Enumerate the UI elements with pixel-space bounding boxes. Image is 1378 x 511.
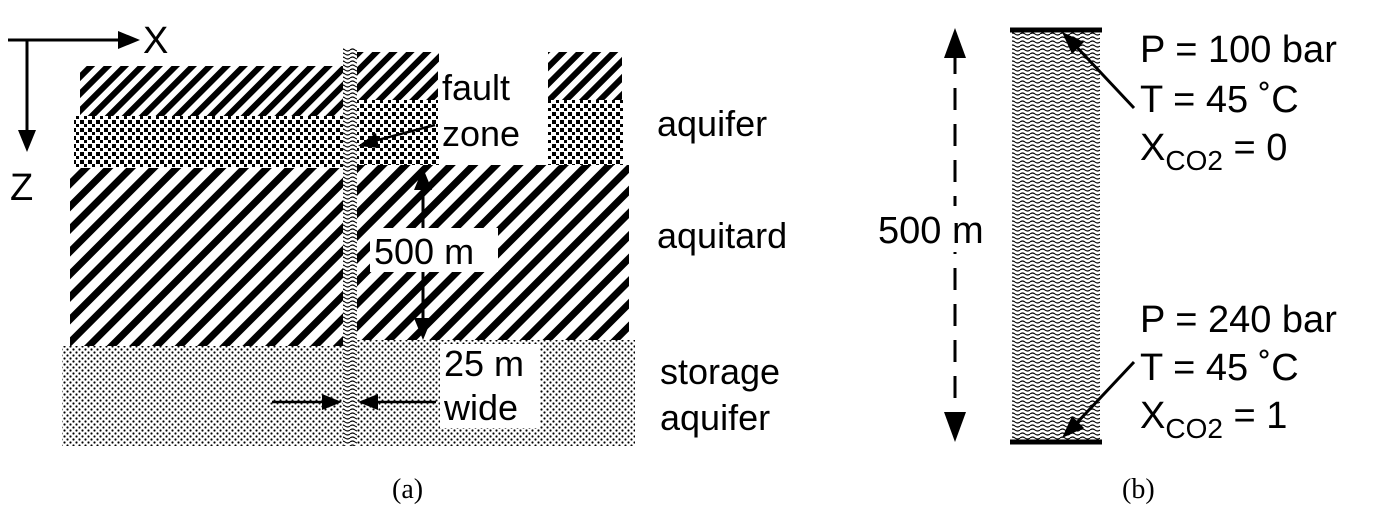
axis-z xyxy=(18,40,36,152)
axis-x-label: X xyxy=(143,20,168,62)
height-arrow-top xyxy=(414,168,432,190)
column-height-label-bg xyxy=(874,206,1008,252)
column-height-arrow-bottom xyxy=(944,412,966,442)
right-aquifer-layer-2 xyxy=(548,100,624,165)
width-label-bg xyxy=(440,344,540,428)
top-pressure: P = 100 bar xyxy=(1140,29,1337,71)
top-pointer-line xyxy=(1070,40,1136,110)
fault-label-line1: fault xyxy=(442,67,510,108)
layer-label-aquitard: aquitard xyxy=(657,215,787,256)
top-co2-fraction: XCO2 = 0 xyxy=(1140,127,1287,176)
column-height-arrow-top xyxy=(944,28,966,58)
column-height-label: 500 m xyxy=(878,210,984,252)
bottom-pointer-line xyxy=(1070,360,1136,430)
fault-pointer-arrow xyxy=(369,123,436,144)
height-label-bg xyxy=(370,228,498,272)
bottom-pointer-head xyxy=(1062,416,1084,438)
left-storage-layer xyxy=(62,346,343,446)
bottom-co2-fraction: XCO2 = 1 xyxy=(1140,395,1287,444)
panel-b: 500 m P = 100 bar T = 45 ˚C XCO2 = 0 P =… xyxy=(874,27,1337,505)
width-label-line2: wide xyxy=(443,387,518,428)
left-caprock-layer xyxy=(80,66,343,116)
layer-label-aquifer: aquifer xyxy=(657,103,767,144)
height-label: 500 m xyxy=(374,231,474,272)
right-aquifer-layer-1 xyxy=(357,100,439,165)
bottom-pressure: P = 240 bar xyxy=(1140,299,1337,341)
layer-label-storage-line2: aquifer xyxy=(660,397,770,438)
top-pointer-head xyxy=(1062,32,1084,54)
axis-z-label: Z xyxy=(10,167,33,209)
width-arrow-right-head xyxy=(358,394,378,410)
fault-label-line2: zone xyxy=(442,113,520,154)
left-aquitard-layer xyxy=(70,168,343,346)
right-caprock-layer-1 xyxy=(357,52,439,100)
fault-column xyxy=(1012,30,1100,442)
caption-b: (b) xyxy=(1122,474,1155,505)
height-arrow-bottom xyxy=(414,318,432,340)
left-aquifer-layer xyxy=(74,116,343,168)
width-label-line1: 25 m xyxy=(444,343,524,384)
caption-a: (a) xyxy=(392,474,423,505)
fault-pointer-arrowhead xyxy=(358,133,379,148)
bottom-temperature: T = 45 ˚C xyxy=(1140,347,1299,389)
panel-a: X Z fault zone 500 m 25 m wide xyxy=(8,20,787,505)
fault-label-bg xyxy=(438,66,546,156)
fault-zone xyxy=(343,48,357,446)
width-arrow-left-head xyxy=(322,394,342,410)
layer-label-storage-line1: storage xyxy=(660,351,780,392)
top-temperature: T = 45 ˚C xyxy=(1140,79,1299,121)
right-caprock-layer-2 xyxy=(548,52,622,100)
